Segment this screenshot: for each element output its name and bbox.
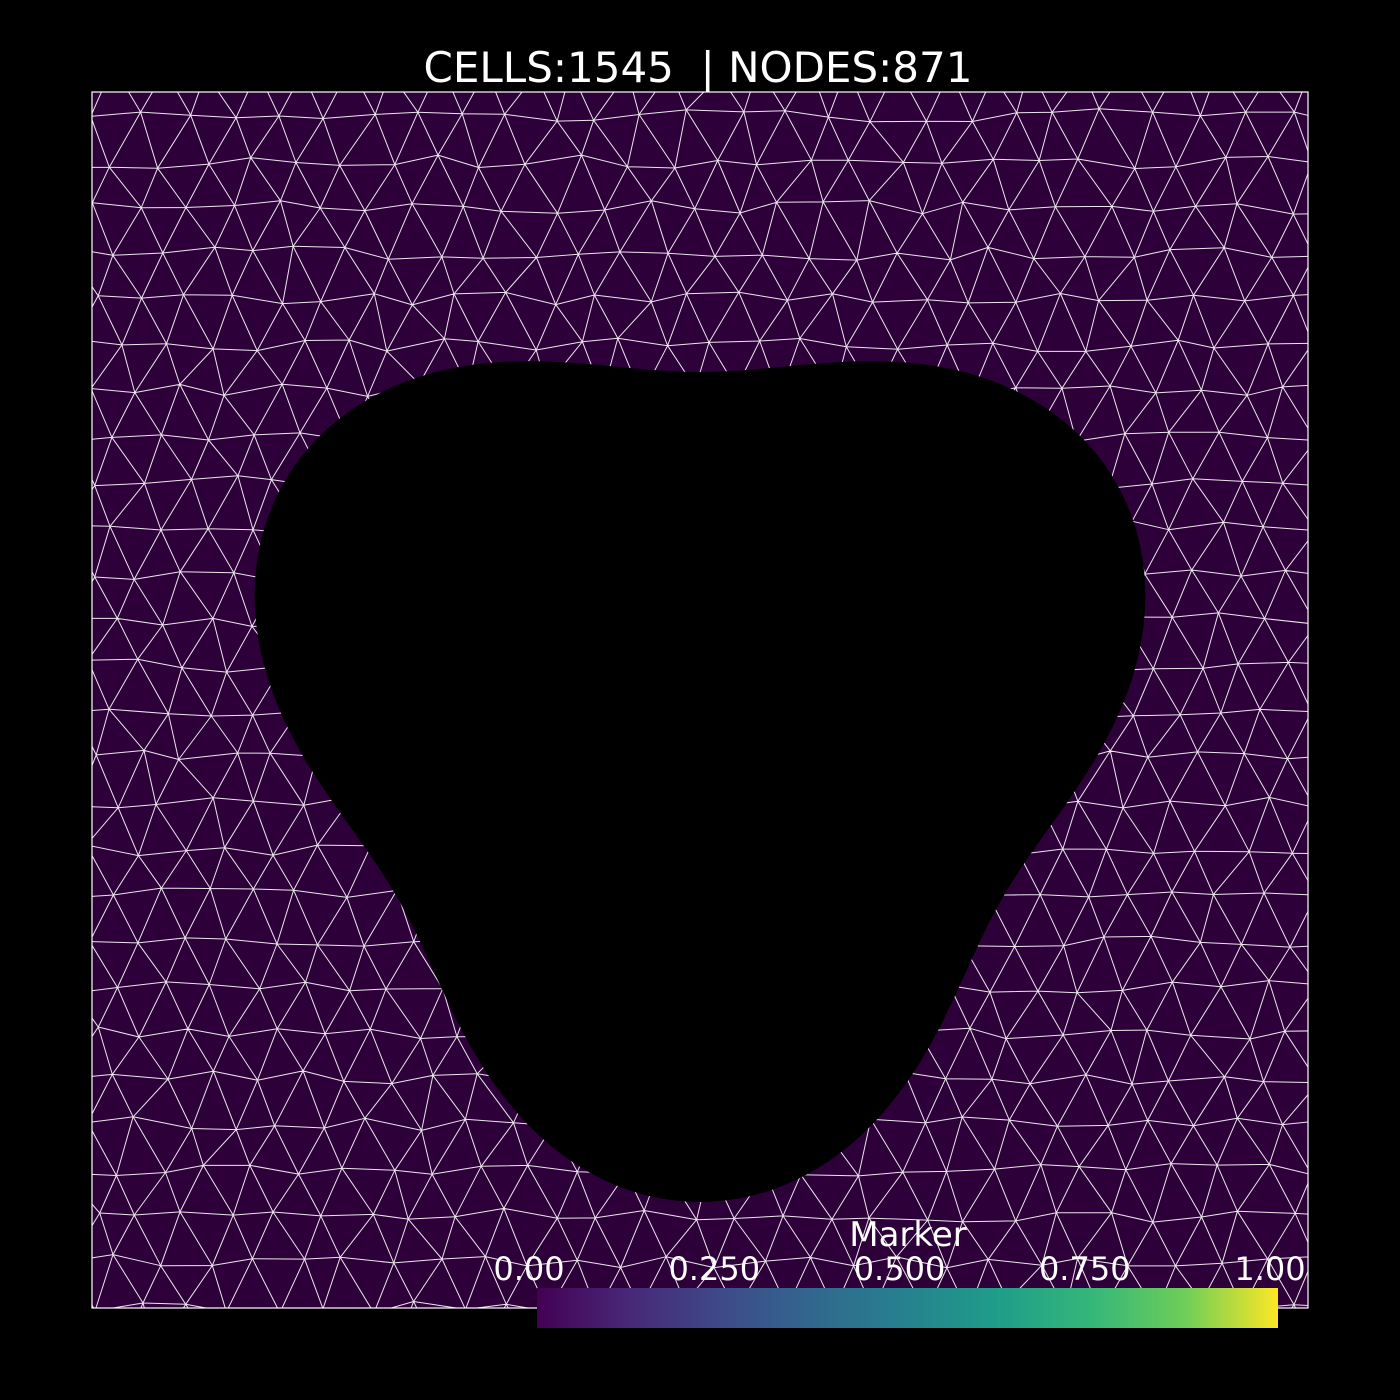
colorbar-tick-label: 1.00 <box>1234 1250 1305 1288</box>
colorbar-tick-label: 0.250 <box>668 1250 760 1288</box>
mesh-hole <box>254 361 1146 1203</box>
colorbar-ticks: 0.00 0.250 0.500 0.750 1.00 <box>493 1250 1305 1288</box>
colorbar <box>537 1288 1278 1328</box>
title: CELLS:1545 | NODES:871 <box>424 43 973 92</box>
colorbar-tick-label: 0.00 <box>493 1250 564 1288</box>
colorbar-title: Marker <box>849 1215 967 1255</box>
colorbar-tick-label: 0.750 <box>1039 1250 1131 1288</box>
colorbar-tick-label: 0.500 <box>854 1250 946 1288</box>
